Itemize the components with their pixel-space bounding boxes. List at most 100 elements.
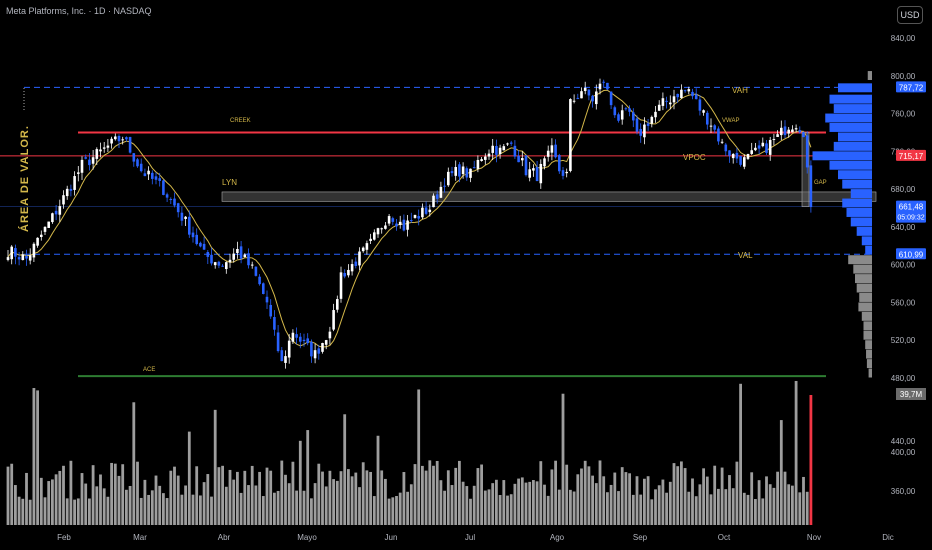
profile-bar	[861, 236, 872, 246]
candle	[361, 247, 365, 252]
candle	[391, 218, 395, 222]
volume-bar	[332, 479, 335, 525]
volume-bar	[550, 469, 554, 525]
profile-bar	[867, 71, 872, 80]
volume-bar	[28, 499, 32, 525]
candle	[694, 94, 698, 100]
price-tick: 520,00	[891, 336, 916, 345]
candle	[128, 136, 132, 153]
volume-bar	[461, 481, 465, 525]
profile-bar	[812, 151, 872, 161]
candle	[324, 340, 328, 345]
volume-bar	[195, 466, 199, 525]
volume-bar	[287, 483, 291, 525]
candle	[613, 107, 617, 116]
candle	[691, 91, 694, 97]
volume-bar	[276, 490, 280, 525]
volume-bar	[62, 465, 65, 525]
volume-bar	[594, 483, 598, 525]
volume-bar	[136, 461, 139, 525]
ace-label: ACE	[143, 367, 155, 373]
candle	[739, 156, 742, 165]
volume-bar	[154, 475, 158, 525]
volume-bar	[591, 475, 594, 525]
volume-bar	[143, 479, 147, 525]
volume-bar	[365, 470, 369, 525]
candle	[184, 216, 187, 219]
volume-bar	[709, 494, 713, 525]
candle	[698, 99, 702, 111]
candle	[343, 273, 346, 277]
volume-bar	[243, 470, 247, 525]
volume-bar	[524, 482, 528, 525]
volume-bar	[650, 499, 654, 525]
candle	[236, 248, 239, 253]
profile-bar	[865, 340, 872, 350]
volume-bar	[665, 492, 668, 525]
volume-bar	[513, 483, 517, 525]
candle	[106, 145, 110, 148]
candle	[373, 232, 376, 240]
volume-bar	[39, 477, 43, 525]
candle	[424, 207, 428, 214]
price-tick: 800,00	[891, 72, 916, 81]
time-tick: Nov	[807, 533, 821, 542]
profile-bar	[829, 94, 872, 104]
candle	[287, 340, 291, 358]
candle	[572, 100, 576, 102]
volume-bar	[465, 486, 469, 525]
volume-bar	[191, 494, 195, 525]
volume-bar	[206, 474, 210, 525]
volume-bar	[354, 472, 358, 525]
volume-bar	[328, 470, 332, 525]
volume-bar	[554, 460, 557, 525]
volume-bar	[613, 472, 617, 525]
candle	[328, 331, 332, 339]
candle	[443, 185, 446, 187]
candle	[165, 194, 169, 198]
profile-bar	[859, 293, 872, 302]
volume-bar	[598, 460, 602, 525]
candle	[410, 220, 413, 222]
candle	[498, 147, 502, 155]
time-tick: Jul	[465, 533, 475, 542]
candle	[195, 234, 198, 245]
profile-bar	[833, 104, 872, 114]
volume-bar	[36, 390, 39, 525]
price-label-val	[896, 248, 926, 260]
volume-bar	[572, 491, 576, 525]
volume-bar	[620, 467, 624, 525]
candle	[435, 194, 439, 199]
volume-bar	[102, 488, 106, 525]
volume-bar	[265, 467, 269, 525]
volume-bar	[576, 474, 580, 525]
volume-bar	[310, 498, 313, 525]
volume-bar	[187, 431, 191, 525]
time-tick: Jun	[385, 533, 398, 542]
candle	[354, 261, 358, 266]
candle	[461, 166, 465, 175]
candle	[565, 171, 568, 174]
candle	[413, 214, 417, 218]
candle	[480, 159, 483, 162]
currency-button[interactable]: USD	[897, 6, 923, 24]
candle	[28, 255, 32, 261]
candle	[421, 207, 424, 218]
candle	[291, 332, 295, 342]
candle	[25, 255, 28, 259]
candle	[528, 169, 531, 178]
candle	[302, 339, 306, 342]
volume-bar	[702, 468, 705, 525]
lyn-zone	[221, 191, 877, 202]
candle	[169, 199, 173, 201]
vah-label: VAH	[732, 86, 748, 95]
volume-bar	[247, 485, 250, 525]
volume-bar	[628, 473, 631, 525]
volume-bar	[125, 489, 128, 525]
candle	[10, 246, 13, 260]
profile-bar	[850, 217, 872, 227]
candle	[402, 219, 406, 231]
volume-bar	[476, 468, 480, 525]
candle	[728, 150, 731, 156]
